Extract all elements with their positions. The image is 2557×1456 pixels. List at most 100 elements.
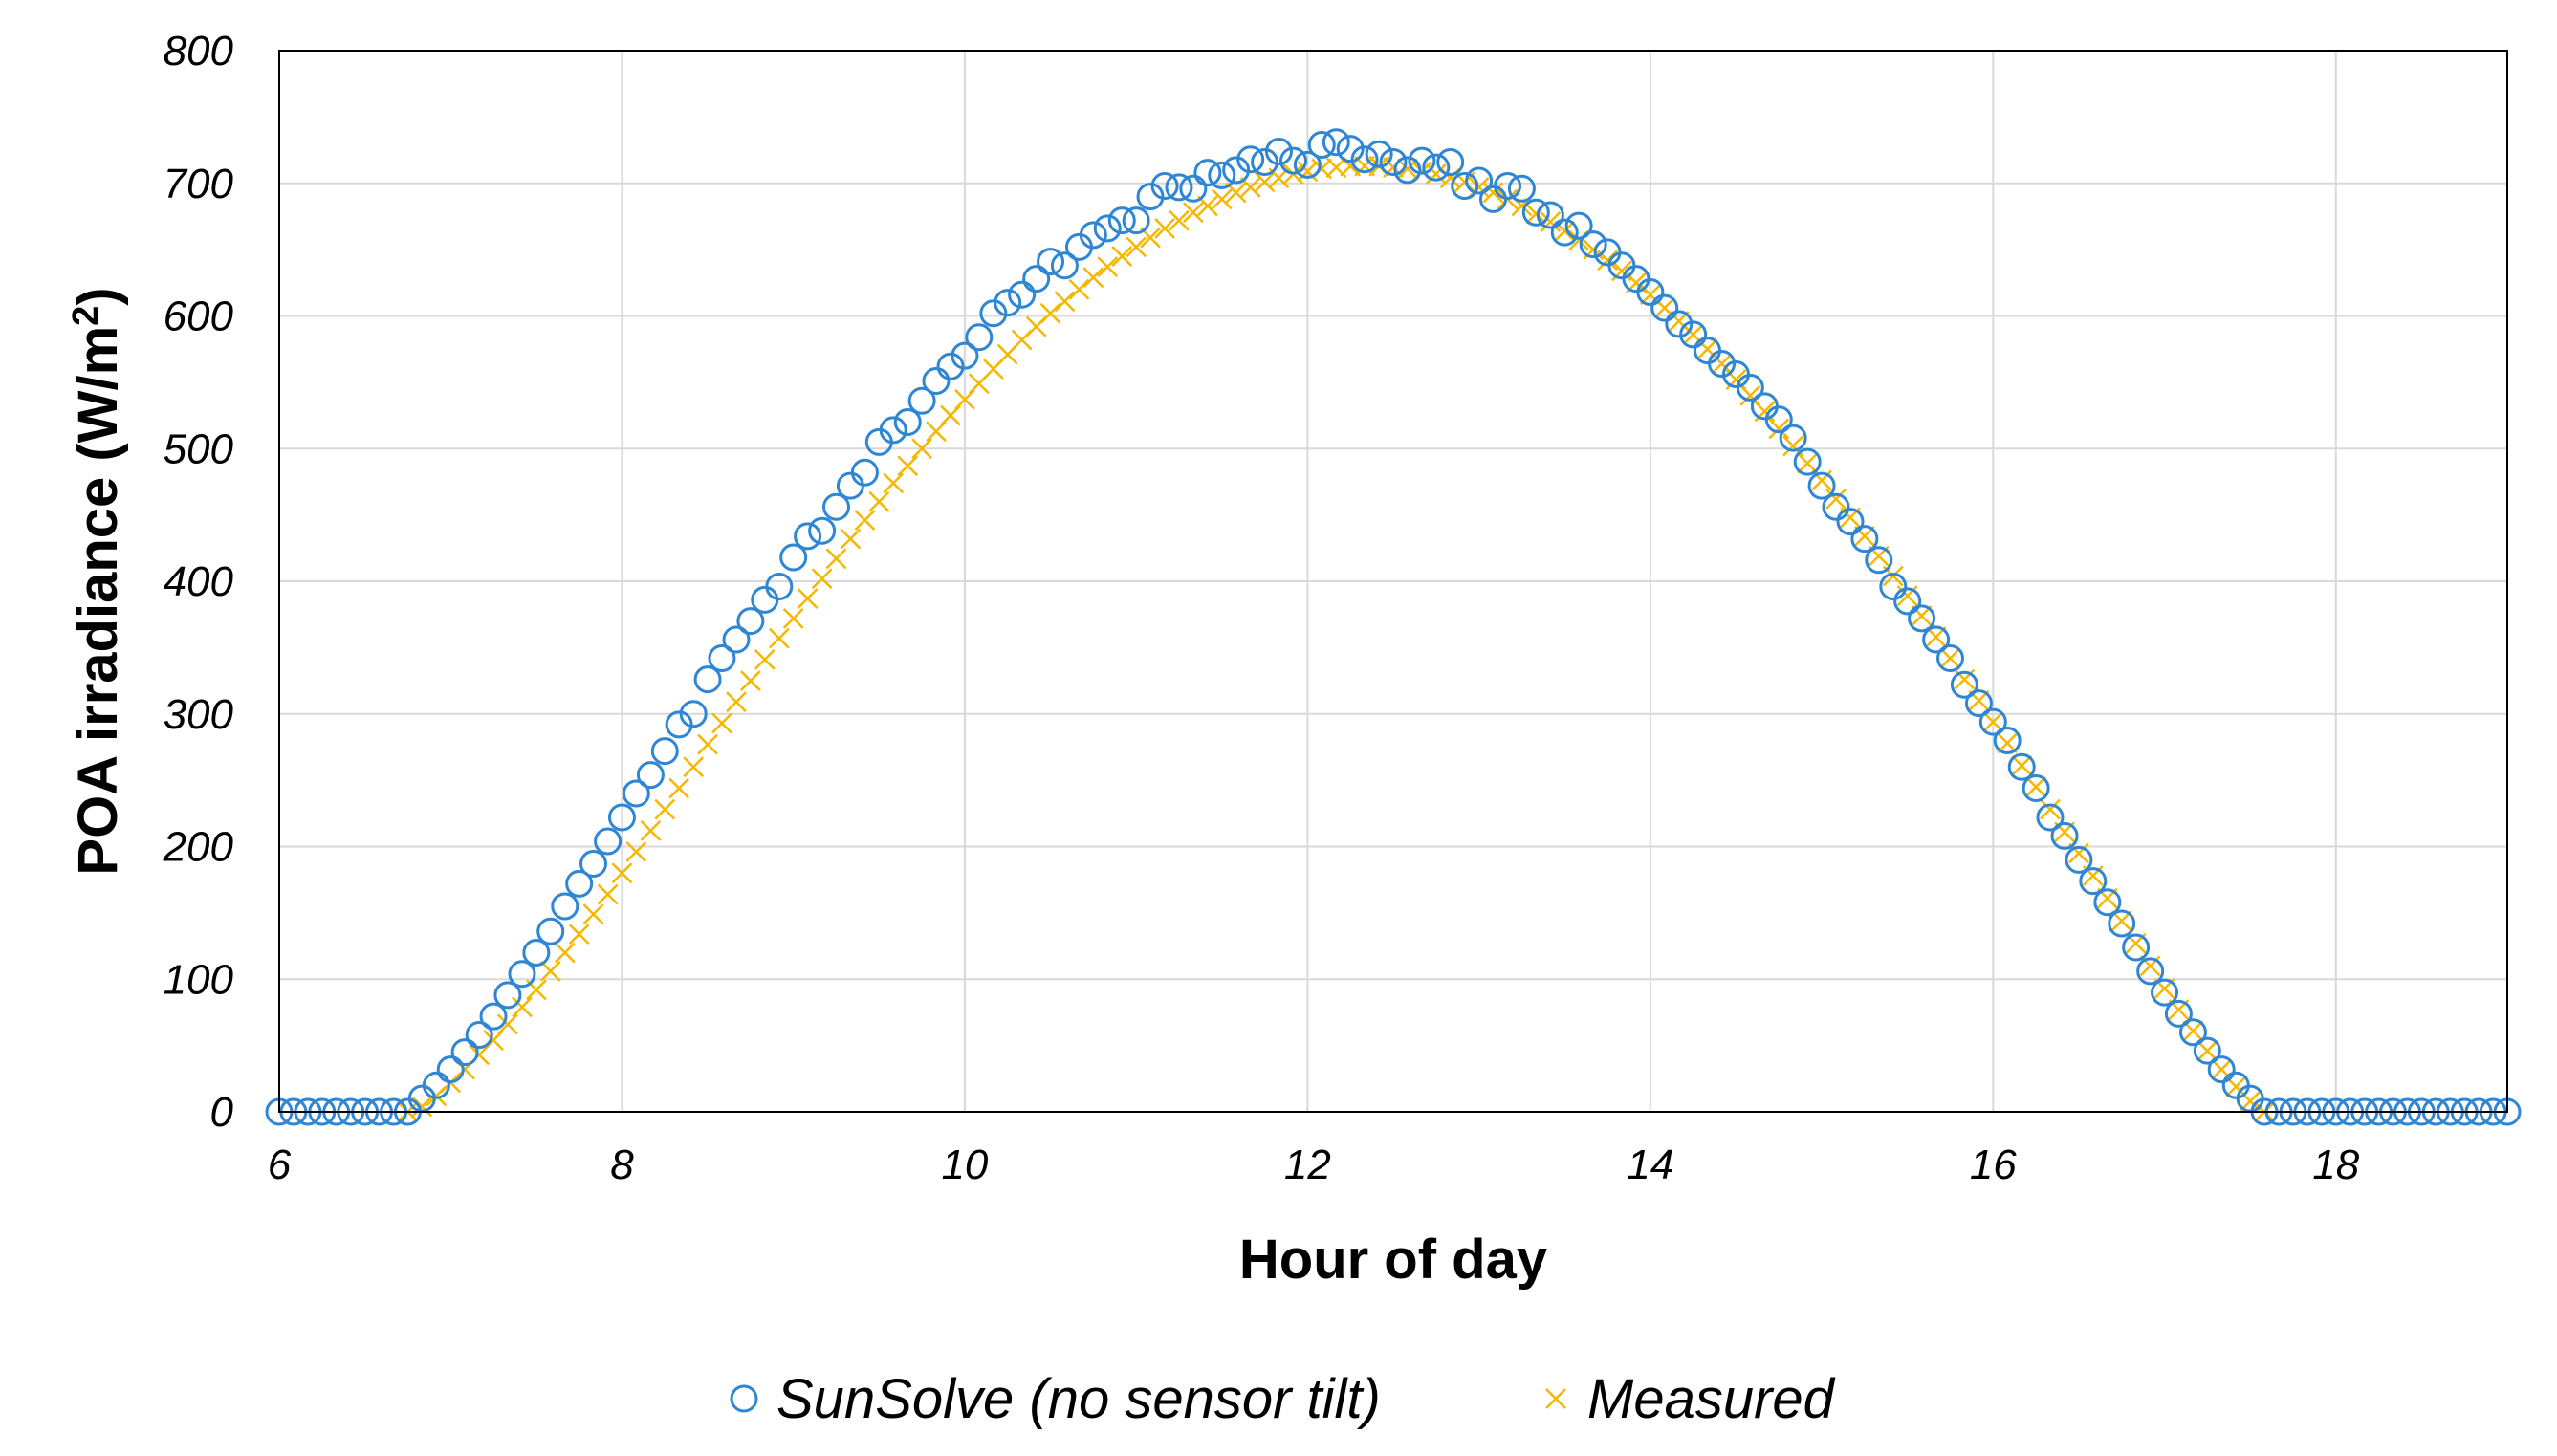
sunsolve-point <box>708 643 736 672</box>
sunsolve-point <box>522 939 551 967</box>
sunsolve-point <box>465 1021 493 1050</box>
sunsolve-point <box>551 892 579 921</box>
sunsolve-point <box>1393 156 1422 185</box>
measured-point <box>911 438 932 460</box>
measured-point <box>797 588 819 609</box>
y-axis-title-main: POA irradiance (W/m <box>67 326 129 876</box>
sunsolve-point <box>1564 211 1593 240</box>
sunsolve-point <box>2007 752 2036 781</box>
y-tick-label: 200 <box>163 824 234 871</box>
sunsolve-point <box>2207 1055 2236 1084</box>
sunsolve-point <box>1836 508 1865 536</box>
sunsolve-point <box>1379 148 1408 177</box>
sunsolve-point <box>1037 248 1065 276</box>
y-axis-title: POA irradiance (W/m2) <box>66 287 129 875</box>
y-tick-label: 100 <box>164 956 234 1003</box>
measured-point <box>1182 202 1204 224</box>
measured-point <box>568 924 590 945</box>
y-tick-label: 0 <box>210 1089 234 1136</box>
sunsolve-point <box>1050 251 1079 280</box>
measured-point <box>1711 353 1733 375</box>
sunsolve-point <box>2122 933 2151 962</box>
measured-point <box>1797 452 1819 474</box>
sunsolve-point <box>1365 140 1393 168</box>
sunsolve-point <box>479 1002 508 1031</box>
sunsolve-point <box>2236 1084 2264 1113</box>
measured-point <box>1097 256 1119 278</box>
x-axis-title: Hour of day <box>1239 1228 1547 1291</box>
sunsolve-point <box>722 625 751 654</box>
y-tick-label: 500 <box>164 425 234 472</box>
measured-point <box>611 862 633 884</box>
sunsolve-point <box>1536 201 1564 229</box>
measured-point <box>854 510 876 532</box>
measured-point <box>1982 711 2004 732</box>
measured-point <box>1068 278 1090 300</box>
y-axis-title-end: ) <box>67 287 129 305</box>
sunsolve-point <box>693 665 722 694</box>
sunsolve-point <box>907 386 936 415</box>
measured-point <box>411 1096 433 1118</box>
sunsolve-point <box>1236 145 1265 174</box>
sunsolve-point <box>1465 166 1494 195</box>
sunsolve-point <box>2193 1036 2221 1065</box>
measured-point <box>1126 236 1147 258</box>
measured-point <box>1540 211 1562 232</box>
sunsolve-point <box>1750 392 1779 421</box>
sunsolve-point <box>822 492 850 521</box>
sunsolve-point <box>450 1038 479 1067</box>
legend-label-measured: Measured <box>1587 1368 1836 1430</box>
sunsolve-point <box>636 761 665 790</box>
measured-point <box>840 528 862 550</box>
sunsolve-point <box>1893 587 1922 616</box>
sunsolve-point <box>736 607 765 636</box>
sunsolve-point <box>1107 206 1136 235</box>
measured-point <box>782 607 804 629</box>
sunsolve-point <box>1507 174 1536 203</box>
legend: SunSolve (no sensor tilt) Measured <box>730 1368 1836 1430</box>
sunsolve-point <box>493 981 522 1010</box>
measured-point <box>726 691 747 713</box>
sunsolve-point <box>951 341 979 370</box>
sunsolve-point <box>1650 293 1679 322</box>
sunsolve-point <box>1908 604 1936 633</box>
sunsolve-point <box>1478 185 1507 213</box>
measured-point <box>1111 246 1133 267</box>
measured-point <box>512 996 533 1018</box>
sunsolve-point <box>1865 546 1893 575</box>
legend-label-sunsolve: SunSolve (no sensor tilt) <box>776 1368 1381 1430</box>
sunsolve-point <box>1964 689 1993 718</box>
y-tick-label: 300 <box>164 691 234 738</box>
sunsolve-point <box>2050 821 2079 850</box>
y-tick-label: 700 <box>164 161 234 207</box>
sunsolve-point <box>1422 153 1451 182</box>
sunsolve-point <box>1850 525 1879 554</box>
sunsolve-point <box>994 289 1022 317</box>
sunsolve-point <box>422 1071 450 1099</box>
sunsolve-point <box>2079 867 2108 896</box>
sunsolve-point <box>1208 161 1236 189</box>
sunsolve-point <box>1936 643 1964 672</box>
sunsolve-point <box>1679 320 1708 349</box>
sunsolve-point <box>936 352 965 380</box>
sunsolve-point <box>979 299 1008 328</box>
legend-item-measured: Measured <box>1545 1368 1836 1430</box>
sunsolve-point <box>565 869 594 898</box>
y-axis-ticks: 0 100 200 300 400 500 600 700 800 <box>163 28 234 1136</box>
sunsolve-point <box>1879 573 1908 601</box>
sunsolve-point <box>594 827 623 856</box>
sunsolve-point <box>1165 173 1193 202</box>
legend-item-sunsolve: SunSolve (no sensor tilt) <box>730 1368 1381 1430</box>
sunsolve-point <box>1451 172 1479 201</box>
sunsolve-point <box>1622 265 1650 293</box>
sunsolve-point <box>1008 280 1037 309</box>
measured-point <box>940 404 961 426</box>
sunsolve-point <box>1179 174 1208 203</box>
legend-x-mark <box>1545 1388 1566 1409</box>
sunsolve-point <box>1993 727 2022 754</box>
sunsolve-point <box>1150 172 1179 201</box>
measured-point <box>654 798 676 820</box>
sunsolve-point <box>1022 265 1051 293</box>
